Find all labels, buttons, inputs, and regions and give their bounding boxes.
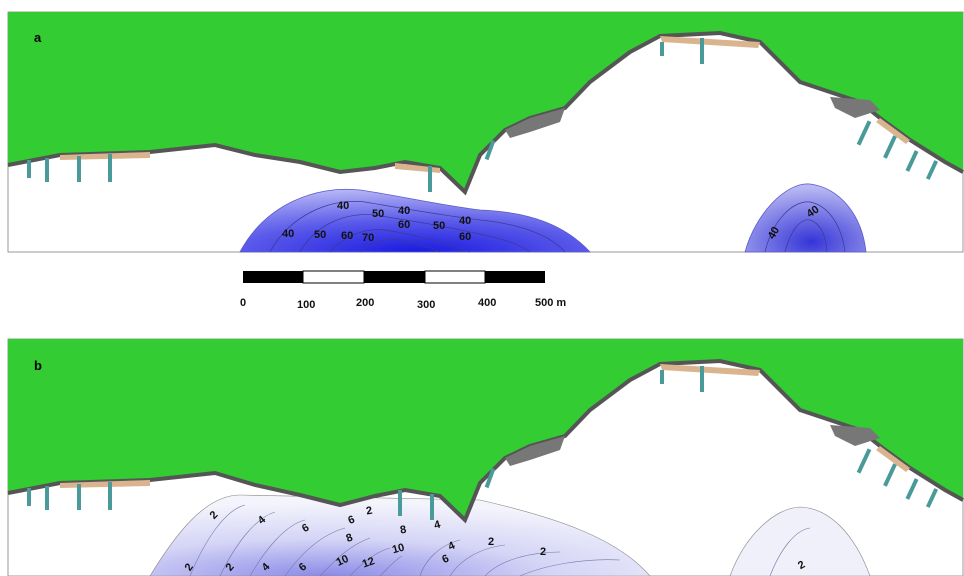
contour-label: 40 <box>459 215 471 227</box>
contour-line <box>359 239 441 253</box>
contour-line <box>299 214 531 253</box>
beach-strip-west <box>60 480 150 488</box>
contour-label: 40 <box>337 200 349 212</box>
contour-label: 40 <box>282 228 294 240</box>
contour-label: 50 <box>433 220 445 232</box>
contour-line <box>269 201 566 253</box>
contour-label: 2 <box>540 546 546 558</box>
contour-label: 40 <box>805 203 822 220</box>
land-area <box>8 12 963 192</box>
scale-label: 0 <box>240 297 246 309</box>
panel-letter-b: b <box>34 358 42 373</box>
contour-line <box>764 201 846 253</box>
panel-letter-a: a <box>34 30 42 45</box>
beach-strip-west <box>60 152 150 160</box>
contour-label: 70 <box>362 232 374 244</box>
scale-label: 500 m <box>535 297 566 309</box>
concentration-field-b-east <box>729 506 871 576</box>
rocky-outcrop <box>830 97 880 118</box>
concentration-plume-west <box>239 188 591 253</box>
rocky-outcrop <box>505 108 565 138</box>
scale-label: 400 <box>478 297 496 309</box>
rocky-outcrop <box>830 425 880 446</box>
contour-label: 60 <box>398 219 410 231</box>
beach-strip-north <box>660 364 760 376</box>
contour-label: 2 <box>796 559 807 572</box>
contour-label: 50 <box>372 208 384 220</box>
contour-label: 4 <box>433 518 443 531</box>
beach-strip-east <box>876 446 910 472</box>
scale-label: 300 <box>417 299 435 311</box>
scale-label: 200 <box>356 297 374 309</box>
scale-bar: 0 100 200 300 400 500 m <box>240 270 566 311</box>
contour-line <box>329 229 471 253</box>
contour-label: 4 <box>446 539 457 553</box>
contour-label: 40 <box>766 225 783 242</box>
contour-label: 60 <box>459 231 471 243</box>
contour-lines-b <box>189 504 811 576</box>
contour-label: 10 <box>334 553 350 569</box>
contour-label: 6 <box>300 522 311 535</box>
contour-label: 50 <box>314 229 326 241</box>
contour-label: 2 <box>488 536 494 548</box>
groynes <box>27 38 939 192</box>
contour-label: 40 <box>398 205 410 217</box>
contour-label: 8 <box>399 524 407 537</box>
contour-line <box>784 219 828 253</box>
contour-label: 12 <box>361 555 377 570</box>
beach-strip-east <box>876 118 910 144</box>
beach-strip-north <box>660 36 760 48</box>
scale-label: 100 <box>297 299 315 311</box>
contour-label: 6 <box>347 514 357 527</box>
contour-label: 8 <box>345 532 355 545</box>
contour-label: 10 <box>391 542 406 557</box>
concentration-plume-east <box>744 183 867 253</box>
panel-b: 2 4 6 6 8 10 12 2 2 4 6 8 4 2 10 4 6 2 2… <box>7 338 964 576</box>
rocky-outcrop <box>505 436 565 466</box>
contour-label: 2 <box>183 561 196 573</box>
contour-label: 2 <box>365 505 373 518</box>
contour-label: 60 <box>341 230 353 242</box>
contour-labels-a: 40 50 40 50 60 40 60 70 40 50 60 40 40 <box>282 200 821 244</box>
panel-a: 40 50 40 50 60 40 60 70 40 50 60 40 40 a <box>7 11 964 253</box>
land-area <box>8 339 963 520</box>
contour-label: 6 <box>440 553 451 566</box>
groynes <box>27 366 939 520</box>
